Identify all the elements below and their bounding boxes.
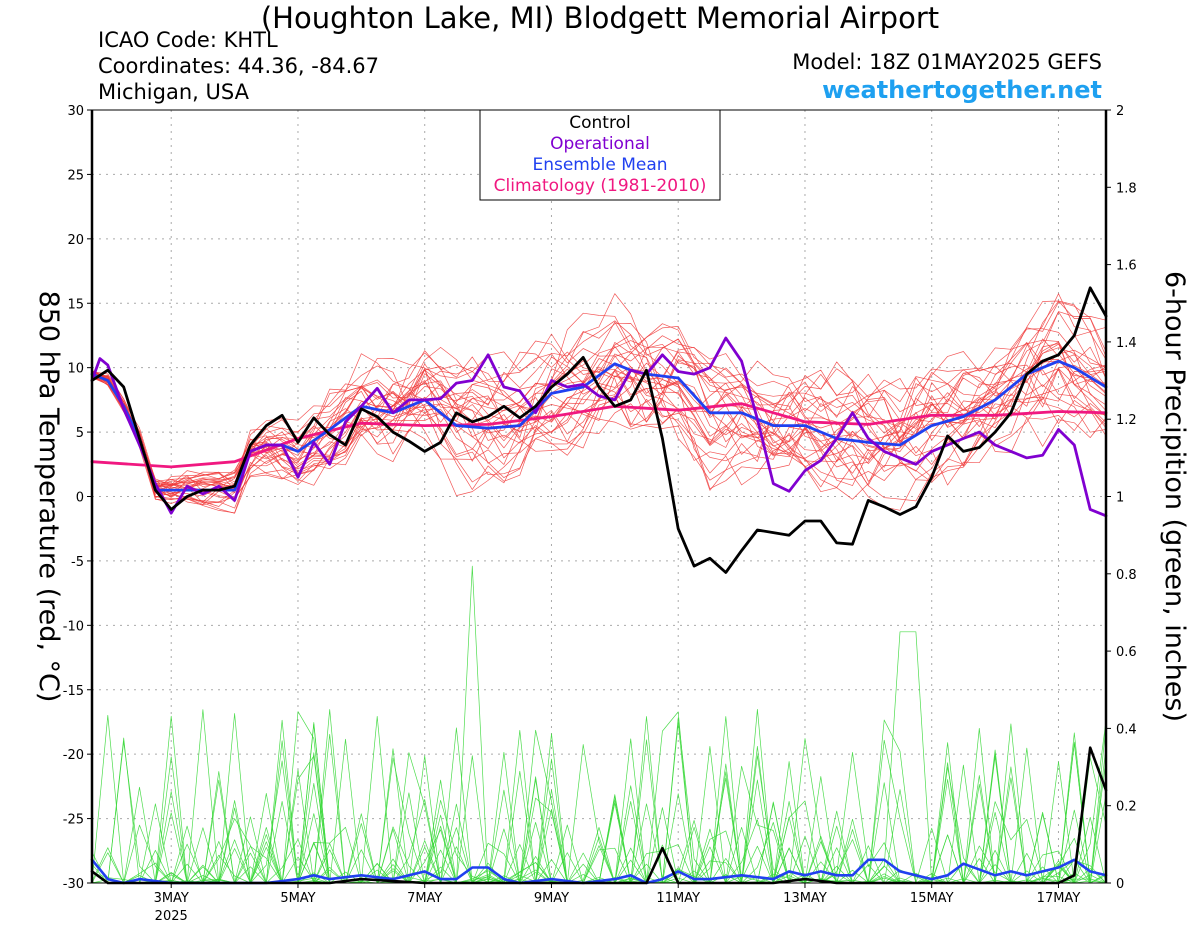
x-tick-label: 13MAY xyxy=(783,891,827,906)
x-tick-label: 5MAY xyxy=(280,891,315,906)
y-tick-label-left: 25 xyxy=(67,168,84,183)
ensemble-member-temp-line xyxy=(91,349,1107,503)
y-axis-label-right: 6-hour Precipition (green, inches) xyxy=(1159,271,1190,722)
legend-entry: Operational xyxy=(550,134,650,154)
legend-entry: Ensemble Mean xyxy=(532,155,667,175)
y-tick-label-left: -25 xyxy=(63,813,84,828)
y-tick-label-right: 0 xyxy=(1116,877,1124,892)
y-tick-label-right: 1 xyxy=(1116,491,1124,506)
region: Michigan, USA xyxy=(98,80,249,104)
ensemble-member-temp-line xyxy=(91,311,1107,514)
ensemble-member-temp-line xyxy=(91,340,1107,486)
y-tick-label-right: 0.6 xyxy=(1116,645,1137,660)
y-tick-label-left: -30 xyxy=(63,877,84,892)
precip-ensemble-mean-line xyxy=(90,858,1108,885)
y-tick-label-left: 30 xyxy=(67,104,84,119)
y-tick-label-left: 20 xyxy=(67,233,84,248)
y-tick-label-right: 1.6 xyxy=(1116,259,1137,274)
operational-line xyxy=(90,336,1108,518)
y-tick-label-left: -20 xyxy=(63,748,84,763)
y-tick-label-left: -5 xyxy=(71,555,84,570)
ensemble-member-temp-line xyxy=(91,354,1107,489)
y-tick-label-right: 1.2 xyxy=(1116,413,1137,428)
y-tick-label-left: -15 xyxy=(63,684,84,699)
ensemble-member-temp-line xyxy=(91,339,1107,505)
x-tick-label: 9MAY xyxy=(534,891,569,906)
site-name: weathertogether.net xyxy=(822,76,1102,104)
ensemble-member-precip-line xyxy=(91,777,1107,884)
legend-entry: Climatology (1981-2010) xyxy=(494,176,707,196)
y-tick-label-left: -10 xyxy=(63,619,84,634)
y-tick-label-left: 10 xyxy=(67,362,84,377)
ensemble-member-precip-line xyxy=(91,727,1107,884)
y-tick-label-left: 5 xyxy=(76,426,84,441)
ensemble-member-precip-line xyxy=(91,708,1107,884)
model-run: Model: 18Z 01MAY2025 GEFS xyxy=(792,50,1102,74)
x-tick-label: 11MAY xyxy=(656,891,700,906)
climatology-line xyxy=(90,402,1108,469)
ensemble-member-temp-line xyxy=(91,343,1107,494)
control-line xyxy=(90,286,1108,574)
ensemble-member-temp-line xyxy=(91,300,1107,514)
ensemble-member-temp-line xyxy=(91,333,1107,499)
x-tick-label: 7MAY xyxy=(407,891,442,906)
y-tick-label-left: 0 xyxy=(76,491,84,506)
x-tick-year-label: 2025 xyxy=(155,909,188,924)
x-tick-label: 15MAY xyxy=(910,891,954,906)
ensemble-member-temp-line xyxy=(91,346,1107,495)
coordinates: Coordinates: 44.36, -84.67 xyxy=(98,54,379,78)
ensemble-member-temp-line xyxy=(91,342,1107,487)
chart-title: (Houghton Lake, MI) Blodgett Memorial Ai… xyxy=(260,1,940,35)
y-tick-label-right: 0.4 xyxy=(1116,722,1137,737)
ensemble-member-temp-line xyxy=(91,351,1107,503)
ensemble-member-temp-line xyxy=(91,293,1107,499)
y-tick-label-left: 15 xyxy=(67,297,84,312)
x-tick-label: 3MAY xyxy=(154,891,189,906)
legend-box xyxy=(479,109,721,201)
y-tick-label-right: 1.8 xyxy=(1116,181,1137,196)
y-tick-label-right: 1.4 xyxy=(1116,336,1137,351)
y-tick-label-right: 0.2 xyxy=(1116,800,1137,815)
ensemble-member-precip-line xyxy=(91,729,1107,884)
y-tick-label-right: 2 xyxy=(1116,104,1124,119)
y-axis-label-left: 850 hPa Temperature (red, °C) xyxy=(33,291,64,703)
x-tick-label: 17MAY xyxy=(1037,891,1081,906)
y-tick-label-right: 0.8 xyxy=(1116,568,1137,583)
ensemble-member-temp-line xyxy=(91,321,1107,487)
legend-entry: Control xyxy=(569,113,630,133)
ensemble-member-precip-line xyxy=(91,729,1107,884)
icao-code: ICAO Code: KHTL xyxy=(98,28,278,52)
